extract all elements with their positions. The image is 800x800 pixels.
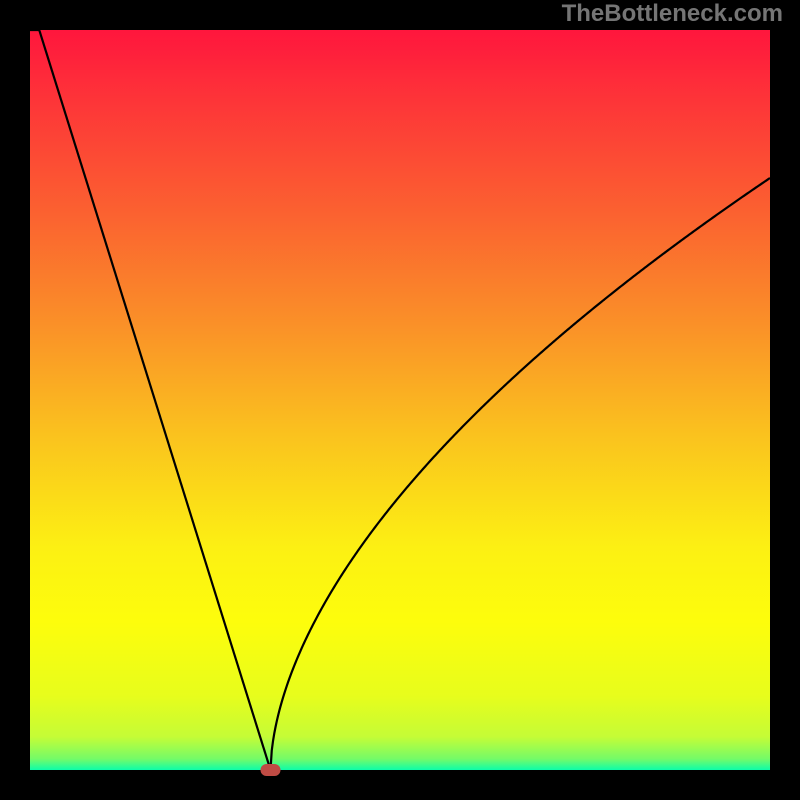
watermark-text: TheBottleneck.com bbox=[562, 0, 783, 28]
bottleneck-curve bbox=[30, 30, 770, 770]
chart-stage: TheBottleneck.com bbox=[0, 0, 800, 800]
curve-layer bbox=[0, 0, 800, 800]
optimum-marker bbox=[261, 764, 281, 776]
